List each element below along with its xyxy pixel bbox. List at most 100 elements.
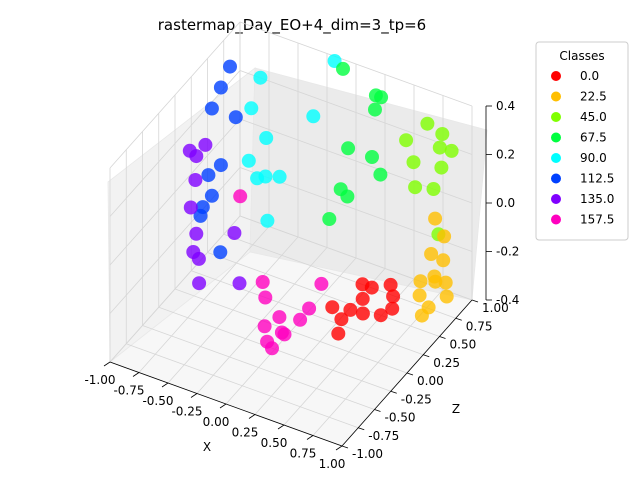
data-point-45.0 — [406, 155, 421, 170]
data-point-0.0 — [383, 277, 398, 292]
x-tick-label: -1.00 — [84, 373, 115, 387]
data-point-90.0 — [306, 109, 321, 124]
data-point-67.5 — [365, 150, 379, 164]
legend-label: 45.0 — [580, 110, 607, 124]
legend-marker — [551, 214, 561, 225]
z-tick-label: -0.50 — [385, 411, 416, 425]
data-point-0.0 — [355, 291, 370, 306]
x-tick-mark — [190, 393, 198, 398]
legend-title: Classes — [559, 49, 604, 63]
z-tick-mark — [390, 390, 397, 394]
data-point-157.5 — [277, 327, 292, 342]
grid-line-y — [109, 21, 473, 169]
data-point-67.5 — [373, 167, 388, 182]
x-tick-mark — [277, 424, 285, 430]
data-point-90.0 — [244, 101, 259, 116]
x-tick-label: 1.00 — [319, 457, 346, 471]
z-tick-mark — [406, 372, 414, 376]
grid-line-y — [109, 70, 473, 217]
y-tick-label: 0.4 — [496, 99, 515, 113]
data-point-135.0 — [198, 137, 213, 152]
data-point-22.5 — [428, 211, 443, 226]
data-point-157.5 — [293, 312, 308, 327]
axes-panes — [107, 67, 488, 447]
legend-label: 112.5 — [580, 172, 614, 186]
z-tick-mark — [455, 317, 462, 321]
data-point-0.0 — [343, 302, 358, 317]
z-tick-label: -0.25 — [401, 392, 432, 406]
data-point-157.5 — [257, 319, 272, 334]
z-tick-label: 1.00 — [482, 301, 509, 315]
data-point-45.0 — [420, 116, 435, 131]
data-point-22.5 — [412, 288, 427, 303]
legend-marker — [551, 112, 561, 122]
x-tick-mark — [248, 414, 256, 419]
x-tick-label: -0.25 — [171, 405, 202, 419]
data-point-135.0 — [189, 149, 204, 164]
data-point-67.5 — [341, 141, 356, 156]
data-point-135.0 — [188, 173, 203, 187]
data-point-90.0 — [241, 153, 256, 168]
legend-marker — [551, 173, 561, 184]
x-tick-mark — [161, 382, 169, 388]
data-point-22.5 — [437, 229, 452, 244]
legend-marker — [551, 71, 561, 81]
data-point-0.0 — [355, 306, 370, 321]
data-point-157.5 — [258, 290, 273, 305]
data-point-0.0 — [385, 301, 400, 316]
data-point-90.0 — [258, 169, 273, 184]
z-tick-mark — [358, 427, 365, 431]
z-axis-ticks: 1.00 0.75 0.50 0.25 0.00 -0.25 -0.50 -0.75 -1.00 — [341, 299, 509, 461]
data-point-112.5 — [195, 200, 210, 215]
data-point-22.5 — [438, 275, 453, 290]
x-tick-label: 0.50 — [261, 436, 288, 450]
data-point-67.5 — [374, 90, 389, 105]
data-point-157.5 — [255, 275, 270, 289]
grid-line-y — [109, 215, 473, 363]
data-point-0.0 — [373, 308, 388, 323]
data-point-22.5 — [414, 308, 429, 323]
legend-label: 67.5 — [580, 131, 607, 145]
legend-frame — [535, 41, 629, 241]
data-point-157.5 — [265, 341, 279, 356]
data-point-157.5 — [302, 301, 317, 316]
z-tick-mark — [374, 409, 381, 412]
legend-label: 0.0 — [580, 69, 599, 83]
legend-marker — [551, 153, 561, 163]
z-tick-mark — [423, 354, 430, 358]
x-tick-label: -0.75 — [113, 384, 144, 398]
x-tick-mark — [306, 435, 314, 440]
data-point-45.0 — [435, 127, 450, 141]
y-axis-ticks: 0.4 0.2 0.0 -0.2 -0.4 — [486, 99, 519, 307]
y-tick-label: -0.2 — [496, 245, 519, 259]
legend-marker — [551, 194, 561, 204]
data-point-22.5 — [413, 274, 428, 289]
data-point-0.0 — [364, 280, 379, 295]
data-point-45.0 — [444, 143, 459, 158]
z-tick-label: 0.00 — [417, 374, 444, 388]
data-point-135.0 — [227, 226, 242, 240]
data-point-0.0 — [331, 326, 346, 341]
data-point-112.5 — [213, 245, 228, 260]
y-tick-label: -0.4 — [496, 293, 519, 307]
data-point-45.0 — [426, 182, 441, 196]
data-point-157.5 — [233, 189, 248, 204]
z-tick-mark — [471, 299, 479, 303]
data-point-90.0 — [272, 169, 287, 184]
data-point-22.5 — [427, 269, 442, 284]
x-tick-label: 0.00 — [203, 415, 230, 429]
data-point-135.0 — [232, 276, 247, 291]
y-tick-label: 0.0 — [496, 196, 515, 210]
z-axis-label: Z — [452, 402, 460, 416]
x-axis-ticks: -1.00-0.75-0.50-0.250.000.250.500.751.00 — [84, 361, 346, 471]
x-tick-mark — [335, 445, 343, 451]
data-point-135.0 — [192, 276, 207, 291]
data-point-135.0 — [189, 226, 204, 241]
data-point-90.0 — [259, 131, 274, 145]
x-tick-label: -0.50 — [142, 394, 173, 408]
data-point-67.5 — [336, 61, 350, 76]
data-point-112.5 — [204, 188, 219, 203]
x-tick-label: 0.25 — [232, 426, 259, 440]
data-point-90.0 — [260, 213, 275, 228]
